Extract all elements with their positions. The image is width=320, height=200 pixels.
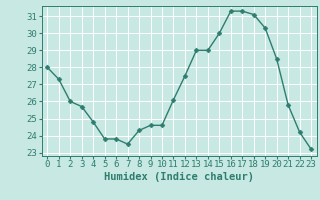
X-axis label: Humidex (Indice chaleur): Humidex (Indice chaleur) [104, 172, 254, 182]
